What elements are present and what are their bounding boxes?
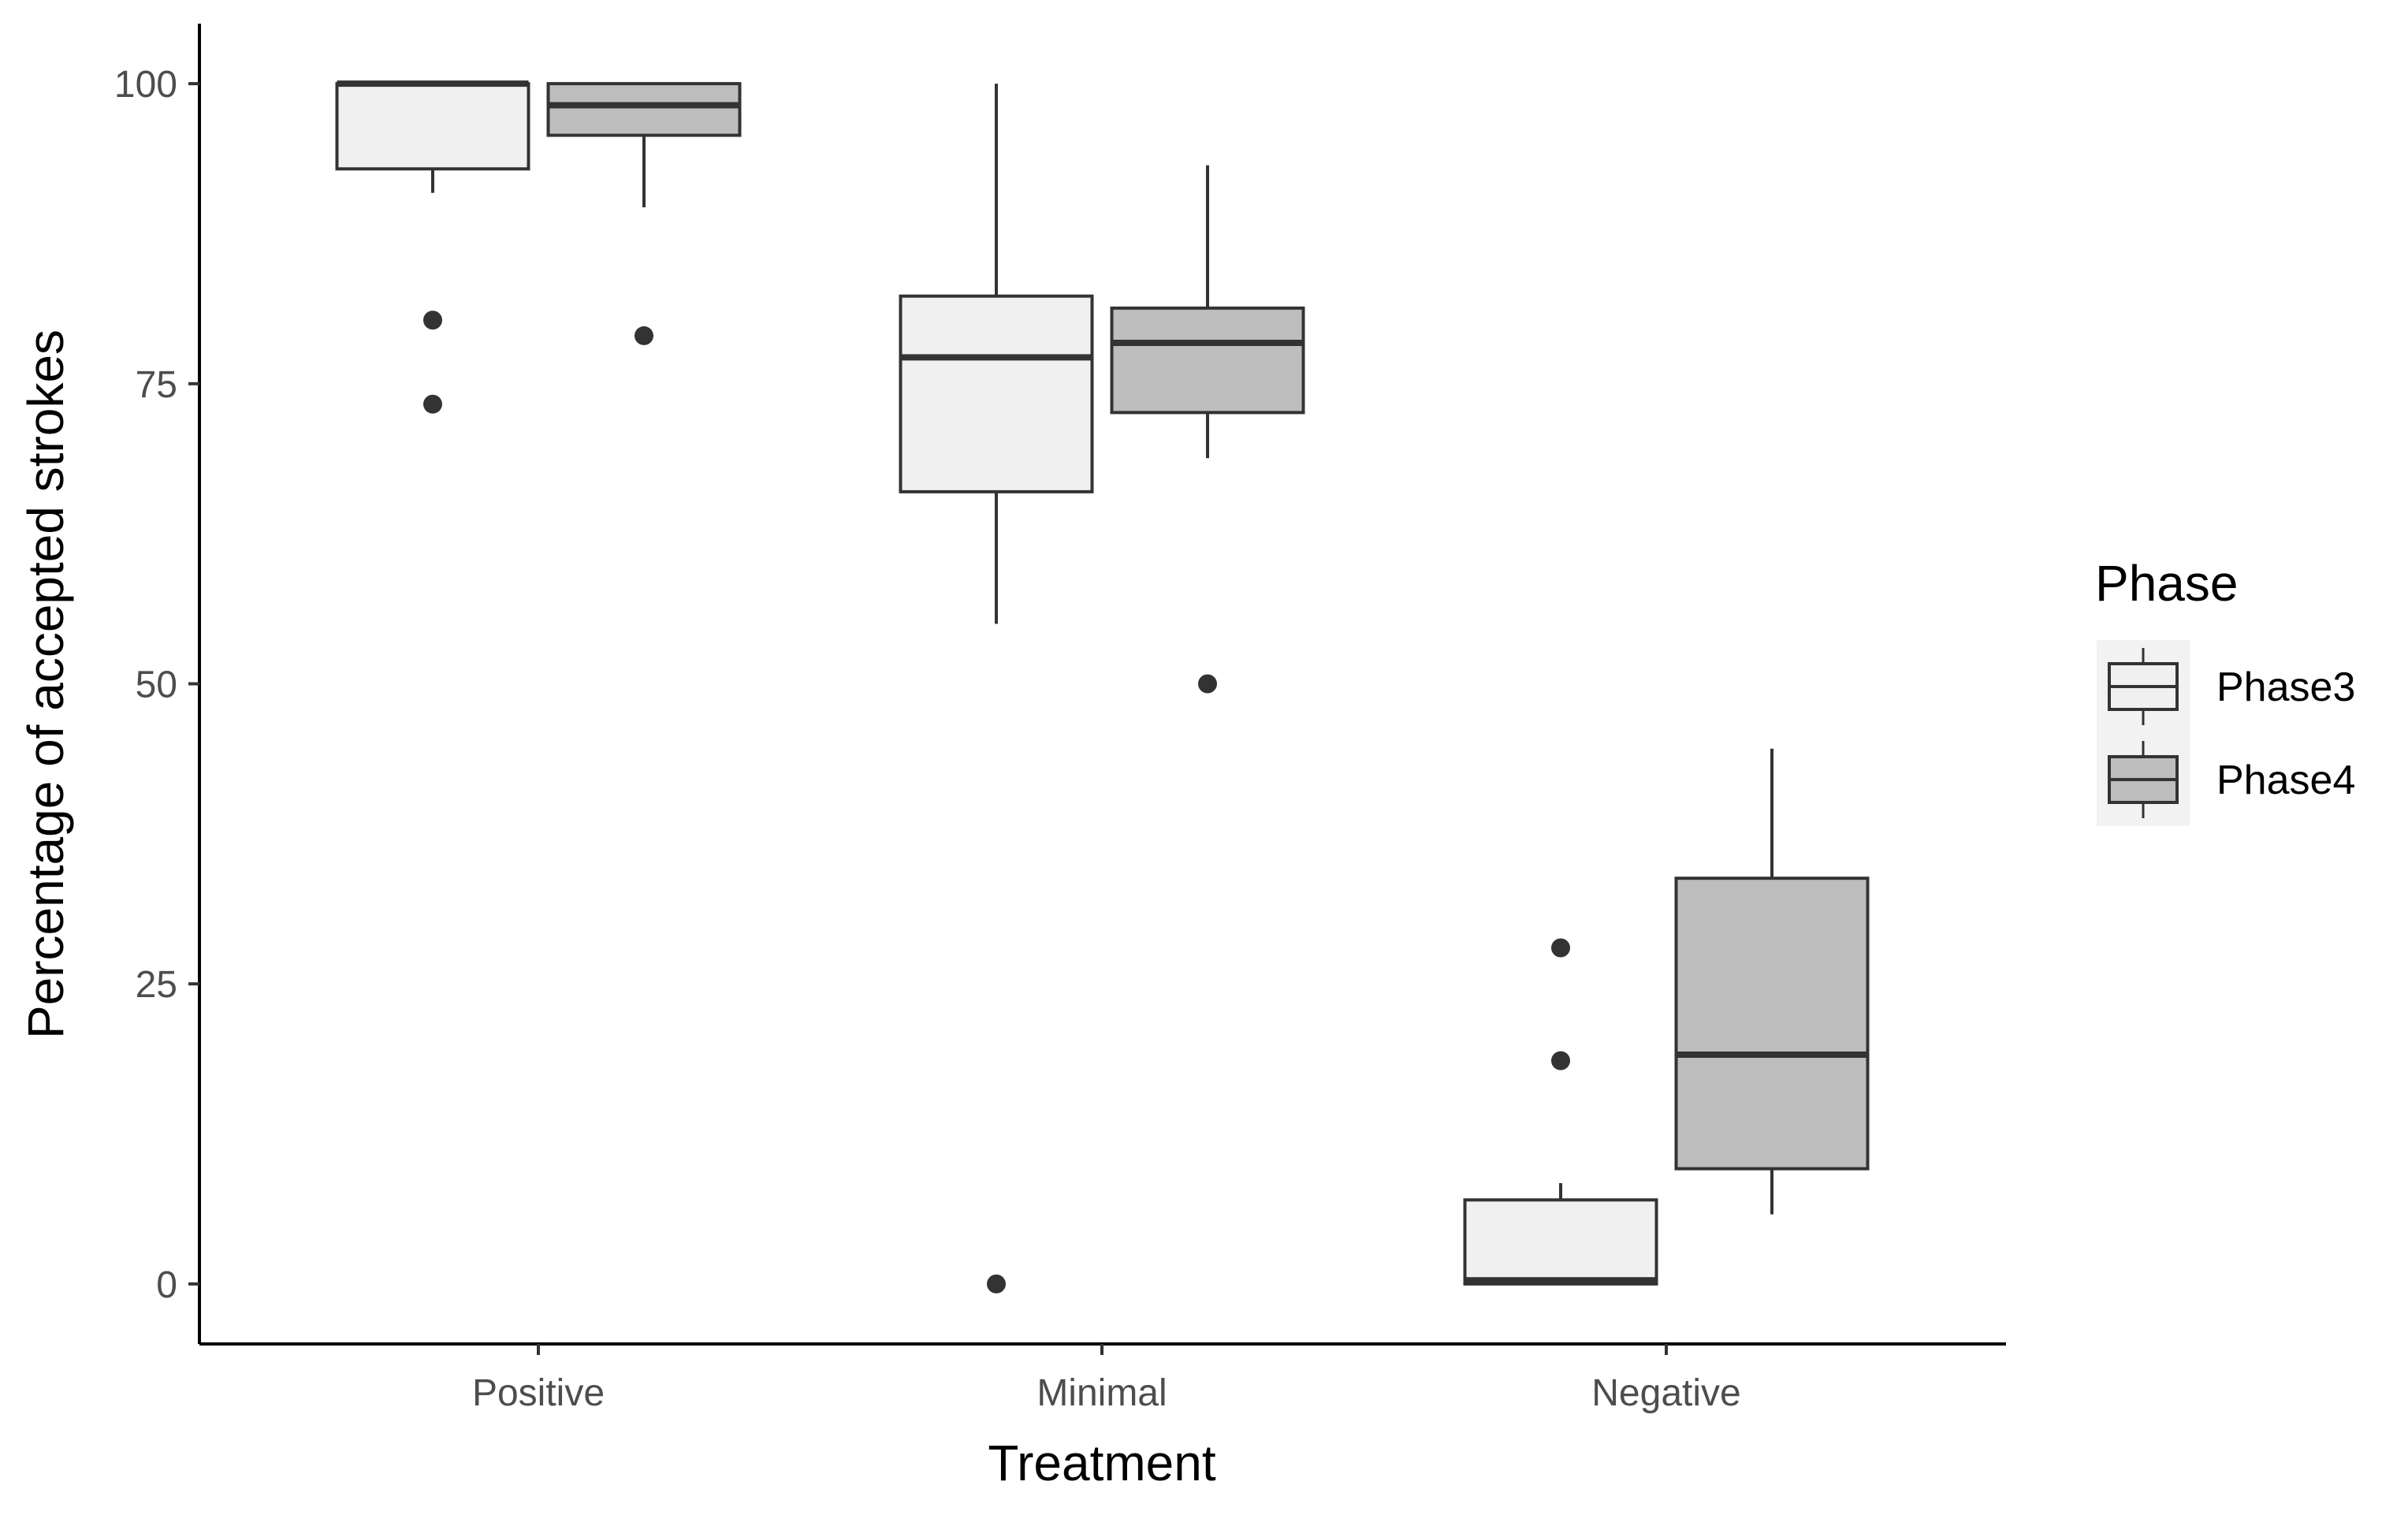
x-axis-title: Treatment <box>988 1435 1216 1491</box>
box-phase3-minimal <box>899 84 1094 1294</box>
y-tick-label: 0 <box>156 1264 177 1306</box>
y-tick-label: 50 <box>136 664 177 706</box>
y-tick-label: 75 <box>136 364 177 406</box>
outlier-point <box>423 394 442 414</box>
legend-key-phase4 <box>2108 741 2179 818</box>
y-tick-label: 100 <box>114 64 177 106</box>
box-phase4-negative <box>1674 748 1870 1215</box>
outlier-point <box>423 311 442 330</box>
y-axis-title: Percentage of accepted strokes <box>17 329 74 1039</box>
box-phase3-negative <box>1463 938 1658 1286</box>
legend-label-phase4: Phase4 <box>2216 758 2355 803</box>
tick-labels: 0 25 50 75 100 Positive Minimal Negative <box>114 64 1741 1414</box>
box-rect <box>899 294 1094 493</box>
y-tick-label: 25 <box>136 964 177 1006</box>
axes <box>188 24 2006 1355</box>
x-tick-label: Negative <box>1591 1372 1740 1414</box>
box-phase3-positive <box>335 80 530 414</box>
box-rect <box>1674 877 1870 1171</box>
x-tick-label: Positive <box>472 1372 605 1414</box>
box-phase4-minimal <box>1110 165 1305 694</box>
legend-title: Phase <box>2095 555 2238 612</box>
outlier-point <box>1198 674 1217 694</box>
outlier-point <box>1551 938 1570 958</box>
box-rect <box>335 82 530 171</box>
x-tick-label: Minimal <box>1037 1372 1167 1414</box>
box-rect <box>546 82 742 137</box>
box-phase4-positive <box>546 82 742 345</box>
legend: Phase Phase3 Phase4 <box>2095 555 2355 826</box>
legend-label-phase3: Phase3 <box>2216 664 2355 710</box>
outlier-point <box>635 326 653 345</box>
outlier-point <box>987 1274 1006 1294</box>
outlier-point <box>1551 1051 1570 1070</box>
box-rect <box>1110 306 1305 415</box>
boxes <box>335 80 1870 1294</box>
box-rect <box>1463 1198 1658 1286</box>
legend-key-phase3 <box>2108 648 2179 725</box>
